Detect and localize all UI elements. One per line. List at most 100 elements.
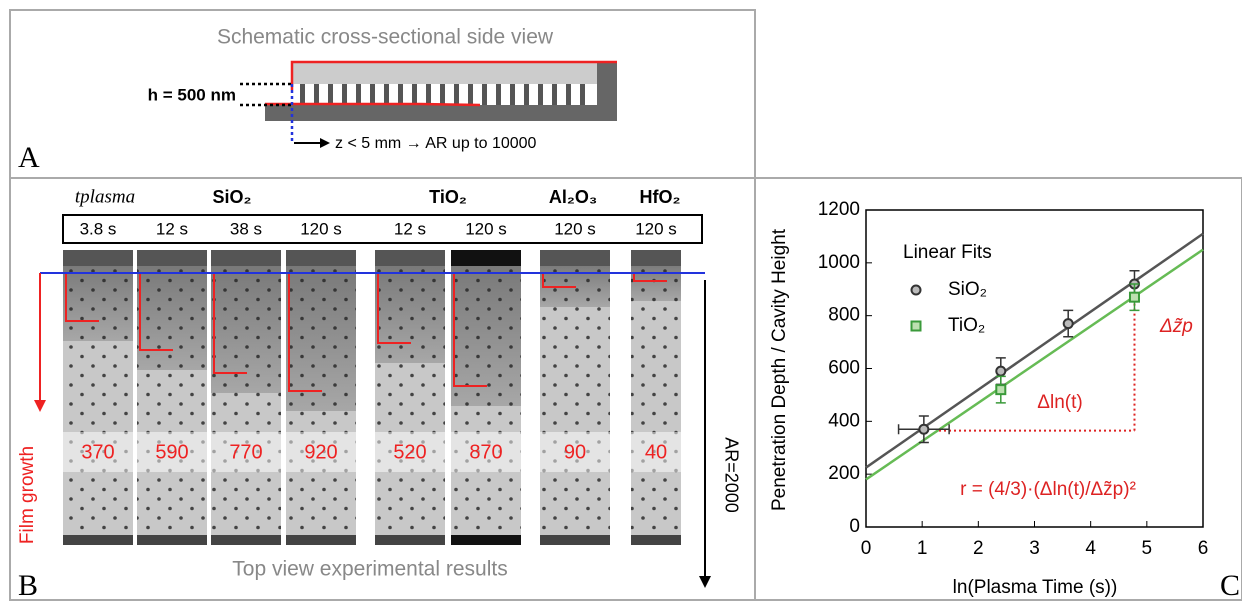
- column-top: [631, 250, 681, 266]
- time-label: 120 s: [554, 219, 596, 238]
- x-axis-label: ln(Plasma Time (s)): [953, 577, 1118, 598]
- x-tick-label: 5: [1142, 538, 1153, 559]
- depth-mark: [213, 273, 247, 374]
- x-tick-label: 3: [1029, 538, 1040, 559]
- column-top: [375, 250, 445, 266]
- column-dots: [540, 262, 610, 537]
- material-label: Al₂O₃: [549, 187, 597, 207]
- depth-mark: [453, 273, 487, 387]
- legend-entry: SiO₂: [948, 279, 987, 300]
- column-top: [137, 250, 207, 266]
- depth-mark: [633, 273, 667, 282]
- legend-title: Linear Fits: [903, 242, 992, 263]
- column-bottom: [63, 535, 133, 545]
- depth-mark: [65, 273, 99, 322]
- time-label: 120 s: [465, 219, 507, 238]
- column-bottom: [631, 535, 681, 545]
- time-label: 38 s: [230, 219, 262, 238]
- panel-b-caption: Top view experimental results: [232, 558, 507, 581]
- y-tick-label: 400: [828, 410, 860, 431]
- image-columns: 3.8 s 370 12 s 590 38 s 770 120 s 920 12 s 520 120…: [63, 219, 681, 545]
- depth-mark: [288, 273, 322, 392]
- time-label: 3.8 s: [80, 219, 117, 238]
- material-label: SiO₂: [212, 187, 251, 207]
- time-label: 12 s: [394, 219, 426, 238]
- material-label: HfO₂: [640, 187, 681, 207]
- legend-marker: [910, 320, 922, 332]
- y-tick-label: 200: [828, 463, 860, 484]
- column-bottom: [375, 535, 445, 545]
- column-top: [540, 250, 610, 266]
- column-bottom: [211, 535, 281, 545]
- time-label: 120 s: [300, 219, 342, 238]
- label-band: [211, 432, 281, 472]
- depth-label: 870: [469, 441, 502, 463]
- time-label: 120 s: [635, 219, 677, 238]
- column-top: [451, 250, 521, 266]
- panel-letter: A: [18, 141, 40, 174]
- x-tick-label: 0: [861, 538, 872, 559]
- y-tick-label: 800: [828, 305, 860, 326]
- label-band: [375, 432, 445, 472]
- x-tick-label: 4: [1085, 538, 1096, 559]
- column-dots: [375, 262, 445, 537]
- depth-mark: [542, 273, 576, 288]
- label-band: [63, 432, 133, 472]
- label-band: [137, 432, 207, 472]
- growth-label: Film growth: [17, 446, 38, 544]
- column-bottom: [451, 535, 521, 545]
- column-top: [63, 250, 133, 266]
- material-label: TiO₂: [429, 187, 467, 207]
- h-label: h = 500 nm: [148, 85, 236, 104]
- label-band: [540, 432, 610, 472]
- depth-mark: [377, 273, 411, 344]
- annotation: Δz̃p: [1159, 316, 1193, 337]
- growth-arrowhead: [34, 400, 46, 412]
- y-axis-label: Penetration Depth / Cavity Height: [769, 228, 790, 511]
- column-dots: [137, 262, 207, 537]
- depth-label: 770: [229, 441, 262, 463]
- column-bottom: [137, 535, 207, 545]
- depth-mark: [139, 273, 173, 351]
- depth-label: 920: [304, 441, 337, 463]
- x-tick-label: 2: [973, 538, 984, 559]
- x-tick-label: 6: [1198, 538, 1209, 559]
- point: [1128, 291, 1140, 303]
- depth-label: 40: [645, 441, 667, 463]
- column-dots: [631, 262, 681, 537]
- depth-label: 520: [393, 441, 426, 463]
- column-dots: [211, 262, 281, 537]
- column-dots: [286, 262, 356, 537]
- fit-line: [865, 248, 1204, 481]
- depth-label: 90: [564, 441, 586, 463]
- y-tick-label: 0: [849, 516, 860, 537]
- depth-label: 590: [155, 441, 188, 463]
- panel-letter: B: [18, 569, 38, 602]
- time-label: 12 s: [156, 219, 188, 238]
- depth-label: 370: [81, 441, 114, 463]
- y-tick-label: 1000: [818, 252, 860, 273]
- column-bottom: [286, 535, 356, 545]
- column-top: [286, 250, 356, 266]
- label-band: [286, 432, 356, 472]
- legend-entry: TiO₂: [948, 315, 985, 336]
- panel-a-title: Schematic cross-sectional side view: [217, 26, 554, 49]
- point: [918, 423, 930, 435]
- y-tick-label: 1200: [818, 199, 860, 220]
- time-box: [62, 214, 703, 244]
- annotation: r = (4/3)·(Δln(t)/Δz̃p)²: [960, 479, 1136, 500]
- legend-marker: [910, 284, 922, 296]
- panel-letter: C: [1220, 569, 1240, 602]
- annotation: Δln(t): [1037, 392, 1082, 413]
- panel-c-frame: [754, 177, 1242, 601]
- time-label: tplasma: [75, 186, 135, 207]
- schematic: [240, 60, 617, 148]
- point: [995, 384, 1007, 396]
- z-label: z < 5 mm → AR up to 10000: [335, 135, 537, 152]
- label-band: [451, 432, 521, 472]
- column-bottom: [540, 535, 610, 545]
- ar-arrowhead: [699, 576, 711, 588]
- label-band: [631, 432, 681, 472]
- column-top: [211, 250, 281, 266]
